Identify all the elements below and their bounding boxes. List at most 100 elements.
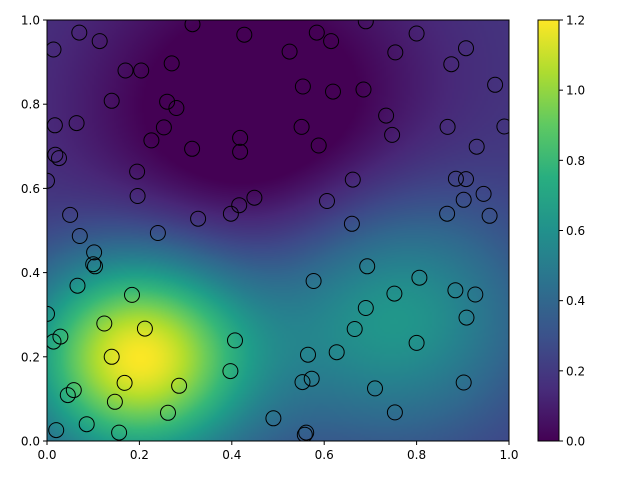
scatter-point [133, 62, 150, 79]
scatter-point [184, 20, 201, 33]
heatmap-field [47, 20, 509, 441]
scatter-point [475, 185, 492, 202]
scatter-point [117, 62, 134, 79]
scatter-point [458, 171, 474, 188]
scatter-point [160, 404, 176, 421]
scatter-point [47, 305, 55, 322]
scatter-point [116, 374, 133, 391]
colorbar-tick-label: 1.2 [566, 14, 585, 28]
scatter-point [149, 225, 166, 241]
scatter-point [231, 197, 248, 214]
colorbar-ticks: 0.0 0.2 0.4 0.6 0.8 1.0 1.2 [559, 14, 585, 449]
scatter-point [319, 193, 335, 209]
colorbar: 0.0 0.2 0.4 0.6 0.8 1.0 1.2 [537, 14, 585, 449]
colorbar-tick-label: 0.8 [566, 154, 585, 168]
scatter-point [78, 416, 95, 433]
scatter-point [124, 286, 140, 303]
scatter-point [357, 300, 374, 316]
scatter-point [447, 170, 464, 187]
scatter-point [325, 83, 341, 100]
scatter-point [69, 277, 86, 294]
scatter-point [155, 119, 172, 136]
scatter-point [323, 33, 340, 50]
scatter-point [439, 205, 456, 222]
scatter-point [367, 380, 383, 397]
scatter-point [71, 228, 88, 244]
scatter-point [346, 321, 363, 337]
scatter-point [378, 107, 395, 124]
scatter-point [408, 334, 425, 351]
scatter-point [296, 426, 313, 441]
scatter-point [47, 333, 62, 350]
scatter-point [458, 309, 475, 326]
scatter-point [246, 189, 263, 206]
colorbar-tick-label: 0.2 [566, 364, 585, 378]
scatter-point [467, 286, 484, 303]
scatter-point [48, 422, 65, 439]
scatter-point [96, 315, 113, 332]
x-axis: 0.0 0.2 0.4 0.6 0.8 1.0 [37, 441, 519, 462]
scatter-point [232, 143, 249, 160]
scatter-point [303, 370, 320, 387]
y-tick-label: 1.0 [21, 14, 40, 28]
scatter-point [68, 115, 85, 132]
scatter-point [411, 269, 428, 286]
x-tick-label: 0.4 [222, 448, 241, 462]
scatter-point [443, 56, 460, 73]
scatter-point [163, 55, 180, 72]
scatter-point [305, 273, 322, 289]
colorbar-tick-label: 0.6 [566, 224, 585, 238]
scatter-point [111, 424, 128, 441]
scatter-point [328, 344, 345, 361]
scatter-point [387, 44, 404, 61]
scatter-point [308, 24, 325, 41]
scatter-point [71, 24, 88, 41]
scatter-point [103, 348, 120, 365]
scatter-point [455, 374, 472, 391]
x-tick-label: 0.6 [315, 448, 334, 462]
scatter-point [143, 132, 160, 149]
scatter-point [439, 118, 456, 135]
scatter-point [343, 215, 360, 232]
scatter-point [47, 146, 64, 163]
scatter-point [386, 404, 403, 421]
y-tick-label: 0.2 [21, 350, 40, 364]
scatter-point [386, 285, 403, 302]
scatter-point [129, 188, 146, 204]
colorbar-tick-label: 0.0 [566, 435, 585, 449]
scatter-point [355, 81, 372, 98]
scatter-point [487, 76, 504, 93]
scatter-point [106, 393, 123, 410]
y-tick-label: 0.4 [21, 266, 40, 280]
scatter-point [384, 126, 401, 143]
scatter-point [51, 150, 67, 167]
scatter-point [222, 363, 239, 380]
y-axis: 0.0 0.2 0.4 0.6 0.8 1.0 [21, 14, 47, 449]
scatter-point [447, 282, 464, 299]
y-tick-label: 0.8 [21, 98, 40, 112]
scatter-point [344, 171, 361, 188]
y-tick-label: 0.6 [21, 182, 40, 196]
scatter-point [91, 33, 108, 50]
scatter-point [168, 100, 185, 116]
scatter-point [103, 92, 120, 109]
scatter-point [62, 206, 79, 223]
scatter-point [300, 346, 316, 363]
scatter-point [408, 25, 425, 42]
x-tick-label: 0.8 [407, 448, 426, 462]
scatter-point [359, 258, 376, 275]
colorbar-tick-label: 1.0 [566, 84, 585, 98]
scatter-point [87, 258, 103, 275]
scatter-point [129, 163, 146, 180]
scatter-point [159, 93, 176, 110]
scatter-point [357, 20, 374, 30]
scatter-point [294, 78, 311, 95]
scatter-point [86, 244, 103, 261]
scatter-point [293, 118, 310, 135]
scatter-point [136, 320, 153, 337]
scatter-point [227, 332, 243, 349]
scatter-point [468, 138, 485, 155]
plot-frame [46, 19, 510, 442]
scatter-point [59, 387, 76, 404]
